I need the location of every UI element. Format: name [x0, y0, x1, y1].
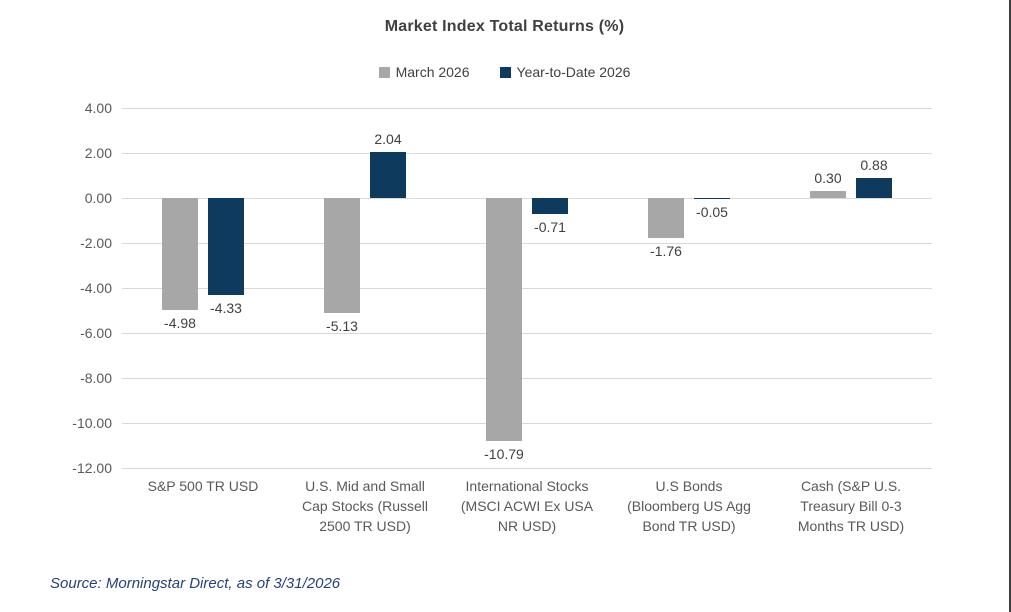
y-axis-tick-label: 0.00: [84, 190, 112, 206]
legend-swatch-march-icon: [378, 66, 390, 78]
y-axis-tick-label: -4.00: [80, 280, 112, 296]
gridline: [122, 468, 932, 469]
bar: [162, 198, 198, 311]
legend-item-march: March 2026: [378, 64, 470, 80]
bar-value-label: -0.71: [534, 218, 566, 235]
x-axis-category-label: International Stocks (MSCI ACWI Ex USA NR …: [460, 478, 594, 534]
gridline: [122, 288, 932, 289]
y-axis-tick-label: -2.00: [80, 235, 112, 251]
gridline: [122, 153, 932, 154]
bar: [532, 198, 568, 214]
bar-value-label: -4.33: [210, 300, 242, 317]
gridline: [122, 378, 932, 379]
bar-value-label: 2.04: [374, 131, 402, 148]
bar-value-label: -0.05: [696, 204, 728, 221]
bar-value-label: -5.13: [326, 318, 358, 335]
bar-value-label: -10.79: [484, 445, 524, 462]
x-axis-category-label: U.S. Mid and Small Cap Stocks (Russell 250…: [301, 478, 429, 534]
source-note: Source: Morningstar Direct, as of 3/31/2…: [50, 575, 341, 592]
bar: [648, 198, 684, 238]
legend-item-ytd: Year-to-Date 2026: [499, 64, 631, 80]
x-axis-category-label: Cash (S&P U.S. Treasury Bill 0-3 Months TR…: [797, 478, 905, 534]
legend-swatch-ytd-icon: [499, 66, 511, 78]
gridline: [122, 108, 932, 109]
legend-label-march: March 2026: [395, 64, 470, 80]
bar: [486, 198, 522, 441]
x-axis-category-label: S&P 500 TR USD: [147, 478, 259, 494]
y-axis-tick-label: -10.00: [72, 415, 112, 431]
bar-value-label: -1.76: [650, 242, 682, 259]
bar-value-label: 0.88: [860, 157, 888, 174]
y-axis-tick-label: -6.00: [80, 325, 112, 341]
y-axis-tick-label: -12.00: [72, 460, 112, 476]
gridline: [122, 243, 932, 244]
bar: [810, 191, 846, 198]
y-axis-tick-label: -8.00: [80, 370, 112, 386]
bar-value-label: -4.98: [164, 315, 196, 332]
window-right-edge: [1009, 0, 1011, 612]
bar: [694, 198, 730, 200]
bar: [370, 152, 406, 198]
x-axis-category-label: U.S Bonds (Bloomberg US Agg Bond TR USD): [627, 478, 751, 534]
bar: [856, 178, 892, 198]
bar-value-label: 0.30: [814, 170, 842, 187]
gridline: [122, 198, 932, 199]
bar: [208, 198, 244, 296]
bar: [324, 198, 360, 314]
y-axis-tick-label: 4.00: [84, 100, 112, 116]
legend-label-ytd: Year-to-Date 2026: [516, 64, 631, 80]
chart-title: Market Index Total Returns (%): [384, 18, 625, 35]
gridline: [122, 423, 932, 424]
y-axis-tick-label: 2.00: [84, 145, 112, 161]
chart-legend: March 2026 Year-to-Date 2026: [0, 64, 1009, 80]
gridline: [122, 333, 932, 334]
